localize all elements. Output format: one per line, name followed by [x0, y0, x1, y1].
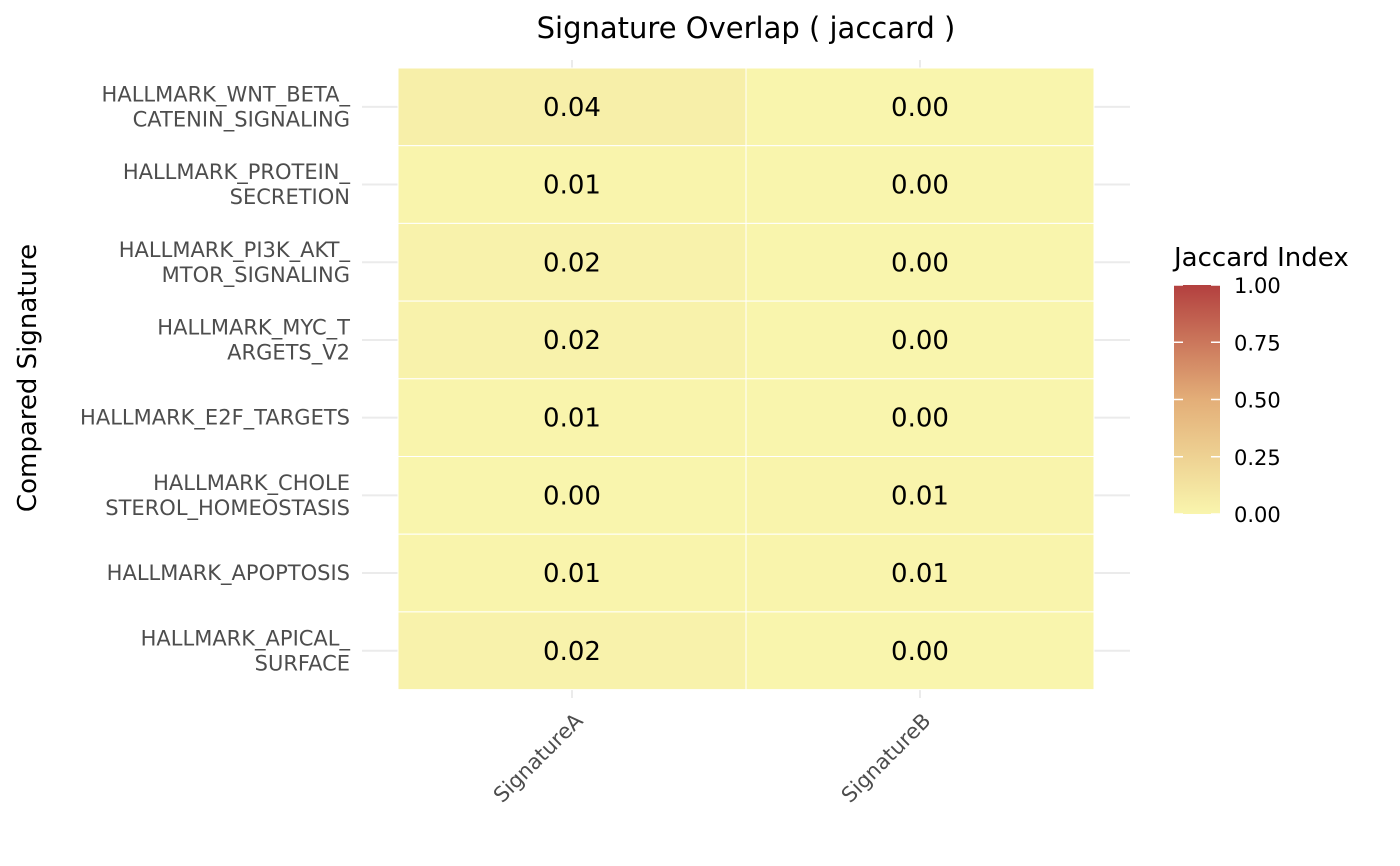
y-axis-title: Compared Signature: [13, 244, 43, 512]
color-legend: Jaccard Index 1.00 0.75 0.50 0.25 0.00: [1172, 243, 1349, 527]
cell-value-label: 0.04: [543, 93, 601, 123]
y-tick-label-line: HALLMARK_PI3K_AKT_: [119, 238, 351, 263]
y-tick-label-line: HALLMARK_APICAL_: [141, 626, 351, 651]
y-tick-label-line: MTOR_SIGNALING: [162, 263, 350, 288]
heatmap-cell: [397, 300, 747, 380]
y-tick-label: HALLMARK_APICAL_ SURFACE: [141, 626, 351, 675]
y-tick-label-line: HALLMARK_WNT_BETA_: [102, 82, 351, 107]
heatmap-cell: [745, 222, 1095, 302]
heatmap-cell: [397, 533, 747, 613]
heatmap-cell: [397, 378, 747, 457]
chart-title: Signature Overlap ( jaccard ): [537, 11, 956, 45]
legend-break-label: 0.25: [1234, 446, 1281, 470]
x-tick-label: SignatureB: [837, 709, 936, 808]
cell-value-label: 0.01: [543, 559, 601, 589]
y-axis-tick-labels: HALLMARK_WNT_BETA_ CATENIN_SIGNALINGHALLM…: [80, 82, 350, 675]
y-tick-label: HALLMARK_E2F_TARGETS: [80, 406, 350, 431]
legend-break-label: 0.00: [1234, 503, 1281, 527]
heatmap-cell: [745, 145, 1095, 224]
cell-value-label: 0.00: [891, 93, 949, 123]
cell-value-label: 0.02: [543, 637, 601, 667]
cell-value-label: 0.02: [543, 248, 601, 278]
legend-break-label: 0.75: [1234, 331, 1281, 355]
y-tick-label-line: HALLMARK_MYC_T: [157, 315, 350, 340]
heatmap-cell: [745, 611, 1095, 691]
y-tick-label-line: HALLMARK_CHOLE: [153, 471, 350, 496]
heatmap-cell: [745, 67, 1095, 147]
y-tick-label: HALLMARK_MYC_T ARGETS_V2: [157, 315, 350, 365]
y-tick-label-line: SECRETION: [230, 185, 350, 209]
legend-title: Jaccard Index: [1172, 243, 1349, 273]
y-tick-label: HALLMARK_APOPTOSIS: [107, 561, 350, 586]
legend-break-label: 0.50: [1234, 389, 1281, 413]
heatmap-cell: [397, 611, 747, 691]
cell-labels: 0.04 0.00 0.01 0.00 0.02 0.00 0.02 0.00 0.01 0.00…: [543, 93, 949, 667]
heatmap-cell: [745, 378, 1095, 457]
heatmap-cell: [745, 300, 1095, 380]
heatmap-cell: [397, 222, 747, 302]
y-tick-label-line: HALLMARK_APOPTOSIS: [107, 561, 350, 586]
cell-value-label: 0.02: [543, 326, 601, 356]
y-tick-label-line: STEROL_HOMEOSTASIS: [105, 496, 350, 521]
y-tick-label: HALLMARK_PI3K_AKT_ MTOR_SIGNALING: [119, 238, 351, 288]
cell-value-label: 0.01: [891, 481, 949, 511]
cell-value-label: 0.00: [891, 637, 949, 667]
cell-value-label: 0.00: [543, 481, 601, 511]
cell-value-label: 0.01: [543, 404, 601, 434]
y-tick-label-line: HALLMARK_PROTEIN_: [123, 160, 351, 185]
heatmap-cell: [745, 533, 1095, 613]
x-tick-label: SignatureA: [489, 708, 588, 807]
heatmap-cell: [745, 456, 1095, 535]
y-tick-label: HALLMARK_CHOLE STEROL_HOMEOSTASIS: [105, 471, 350, 521]
y-tick-label: HALLMARK_WNT_BETA_ CATENIN_SIGNALING: [102, 82, 351, 132]
cell-value-label: 0.00: [891, 171, 949, 201]
cell-value-label: 0.00: [891, 248, 949, 278]
y-tick-label-line: CATENIN_SIGNALING: [133, 107, 350, 132]
y-tick-label: HALLMARK_PROTEIN_ SECRETION: [123, 160, 351, 209]
cell-value-label: 0.00: [891, 404, 949, 434]
y-tick-label-line: SURFACE: [255, 651, 350, 675]
x-axis-tick-labels: SignatureA SignatureB: [489, 708, 936, 807]
cell-value-label: 0.01: [543, 171, 601, 201]
legend-breaks: 1.00 0.75 0.50 0.25 0.00: [1174, 274, 1281, 527]
cell-value-label: 0.00: [891, 326, 949, 356]
y-tick-label-line: ARGETS_V2: [227, 340, 350, 365]
heatmap-cells: [397, 67, 1095, 691]
heatmap-cell: [397, 456, 747, 535]
heatmap-cell: [397, 67, 747, 147]
legend-break-label: 1.00: [1234, 274, 1281, 298]
y-tick-label-line: HALLMARK_E2F_TARGETS: [80, 406, 350, 431]
cell-value-label: 0.01: [891, 559, 949, 589]
